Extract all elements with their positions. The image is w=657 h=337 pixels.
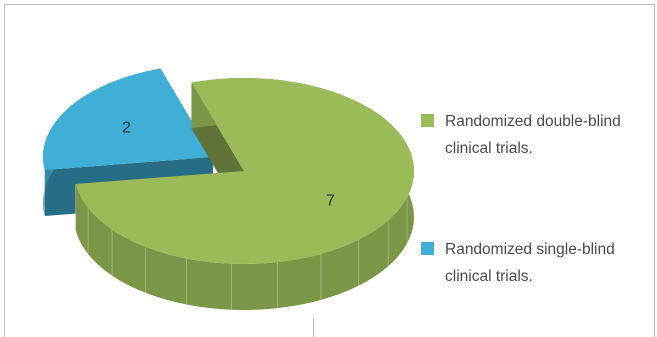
data-label-single-blind: 2 <box>122 119 131 136</box>
legend-item-double-blind: Randomized double-blind clinical trials. <box>421 108 635 162</box>
legend-label-double-blind: Randomized double-blind clinical trials. <box>445 113 621 157</box>
legend-label-single-blind: Randomized single-blind clinical trials. <box>445 241 615 285</box>
legend-swatch-single-blind <box>421 242 434 255</box>
legend-swatch-double-blind <box>421 114 434 127</box>
legend-item-single-blind: Randomized single-blind clinical trials. <box>421 236 635 290</box>
data-label-double-blind: 7 <box>326 193 335 210</box>
slice-single-blind-top <box>43 68 213 170</box>
slice-double-blind-top <box>75 78 415 265</box>
frame-divider <box>313 318 314 337</box>
